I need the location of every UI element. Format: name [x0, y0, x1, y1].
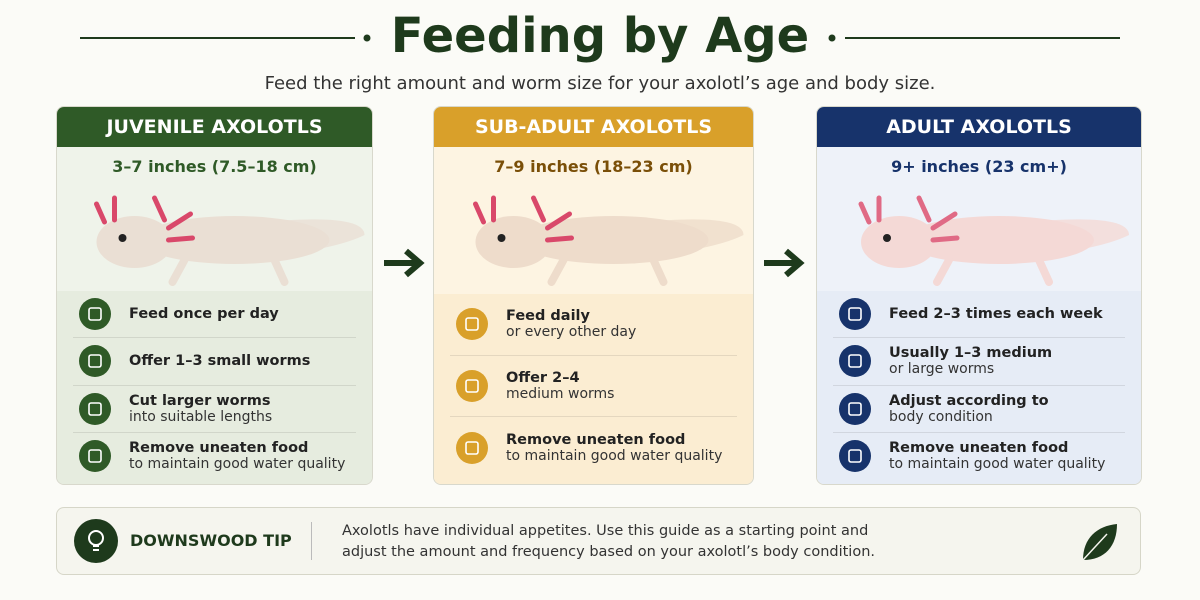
item-text: Feed 2–3 times each week — [889, 306, 1103, 322]
item-bold: Adjust according to — [889, 392, 1049, 409]
item-detail: to maintain good water quality — [889, 455, 1106, 472]
subtitle: Feed the right amount and worm size for … — [264, 73, 936, 94]
arrow — [764, 248, 805, 278]
arrow — [384, 248, 425, 278]
item-bold: Offer 2–4 — [506, 369, 580, 386]
tip-line: adjust the amount and frequency based on… — [342, 544, 876, 560]
item-icon — [839, 392, 871, 425]
divider — [311, 522, 312, 560]
card-size: 9+ inches (23 cm+) — [891, 157, 1067, 176]
leaf-icon — [1082, 524, 1117, 561]
item-detail: to maintain good water quality — [129, 455, 346, 472]
item: Cut larger worms into suitable lengths — [73, 384, 356, 432]
item-list: Feed 2–3 times each week Usually 1–3 medi… — [817, 291, 1141, 484]
item-bold: Remove uneaten food — [889, 439, 1069, 456]
tip-box: DOWNSWOOD TIP Axolotls have individual a… — [56, 507, 1141, 575]
item-bold: Cut larger worms — [129, 392, 271, 409]
item-text: Cut larger worms into suitable lengths — [129, 393, 272, 425]
item-detail: body condition — [889, 408, 993, 425]
item-bold: Feed once per day — [129, 306, 279, 323]
item-detail: to maintain good water quality — [506, 447, 723, 464]
item-text: Adjust according to body condition — [889, 393, 1049, 425]
tip-line: Axolotls have individual appetites. Use … — [342, 523, 869, 539]
item-icon — [456, 308, 488, 341]
item-icon — [79, 392, 111, 425]
item-bold: Feed daily — [506, 308, 590, 325]
card-title: ADULT AXOLOTLS — [817, 107, 1141, 147]
item: Remove uneaten food to maintain good wate… — [73, 431, 356, 479]
card: JUVENILE AXOLOTLS 3–7 inches (7.5–18 cm) … — [56, 106, 373, 485]
item: Feed once per day — [73, 291, 356, 337]
bulb-icon — [74, 519, 118, 563]
item-detail: medium worms — [506, 385, 615, 402]
item: Adjust according to body condition — [833, 384, 1125, 432]
axolotl-image — [473, 195, 744, 286]
item: Offer 2–4 medium worms — [450, 354, 737, 417]
item-list: Feed daily or every other day Offer 2–4 med… — [434, 294, 753, 484]
item-icon — [79, 298, 111, 331]
item-bold: Offer 1–3 small worms — [129, 353, 311, 370]
item-detail: into suitable lengths — [129, 408, 273, 425]
item-icon — [79, 345, 111, 378]
card: SUB-ADULT AXOLOTLS 7–9 inches (18–23 cm) … — [433, 106, 754, 485]
tip-label: DOWNSWOOD TIP — [130, 531, 292, 550]
item-text: Feed once per day — [129, 306, 279, 322]
item-icon — [839, 298, 871, 331]
axolotl-image — [858, 195, 1129, 286]
card-size: 3–7 inches (7.5–18 cm) — [112, 157, 317, 176]
item-icon — [839, 439, 871, 472]
item-list: Feed once per day Offer 1–3 small worms Cu… — [57, 291, 372, 484]
item: Feed daily or every other day — [450, 294, 737, 355]
item-bold: Remove uneaten food — [129, 439, 309, 456]
item-text: Offer 1–3 small worms — [129, 353, 310, 369]
item-detail: or large worms — [889, 361, 995, 378]
item-text: Remove uneaten food to maintain good wate… — [129, 440, 345, 472]
item-text: Remove uneaten food to maintain good wate… — [506, 432, 722, 464]
item: Offer 1–3 small worms — [73, 337, 356, 384]
item: Feed 2–3 times each week — [833, 291, 1125, 337]
item: Remove uneaten food to maintain good wate… — [833, 431, 1125, 479]
card: ADULT AXOLOTLS 9+ inches (23 cm+) Feed 2–… — [816, 106, 1142, 485]
title-rules — [80, 34, 1120, 42]
item-text: Usually 1–3 medium or large worms — [889, 345, 1052, 377]
item: Remove uneaten food to maintain good wate… — [450, 416, 737, 478]
item-text: Remove uneaten food to maintain good wate… — [889, 440, 1105, 472]
item-text: Offer 2–4 medium worms — [506, 370, 614, 402]
card-title: JUVENILE AXOLOTLS — [57, 107, 372, 147]
item-icon — [839, 345, 871, 378]
card-title: SUB-ADULT AXOLOTLS — [434, 107, 753, 147]
axolotl-image — [94, 195, 365, 286]
item-bold: Usually 1–3 medium — [889, 345, 1053, 362]
title: Feeding by Age — [390, 8, 810, 64]
item-icon — [456, 369, 488, 402]
card-size: 7–9 inches (18–23 cm) — [494, 157, 693, 176]
tip-text: Axolotls have individual appetites. Use … — [342, 521, 875, 563]
item-icon — [79, 439, 111, 472]
item: Usually 1–3 medium or large worms — [833, 337, 1125, 384]
item-bold: Feed 2–3 times each week — [889, 306, 1103, 323]
item-icon — [456, 431, 488, 464]
item-detail: or every other day — [506, 324, 637, 341]
item-text: Feed daily or every other day — [506, 308, 636, 340]
item-bold: Remove uneaten food — [506, 431, 686, 448]
